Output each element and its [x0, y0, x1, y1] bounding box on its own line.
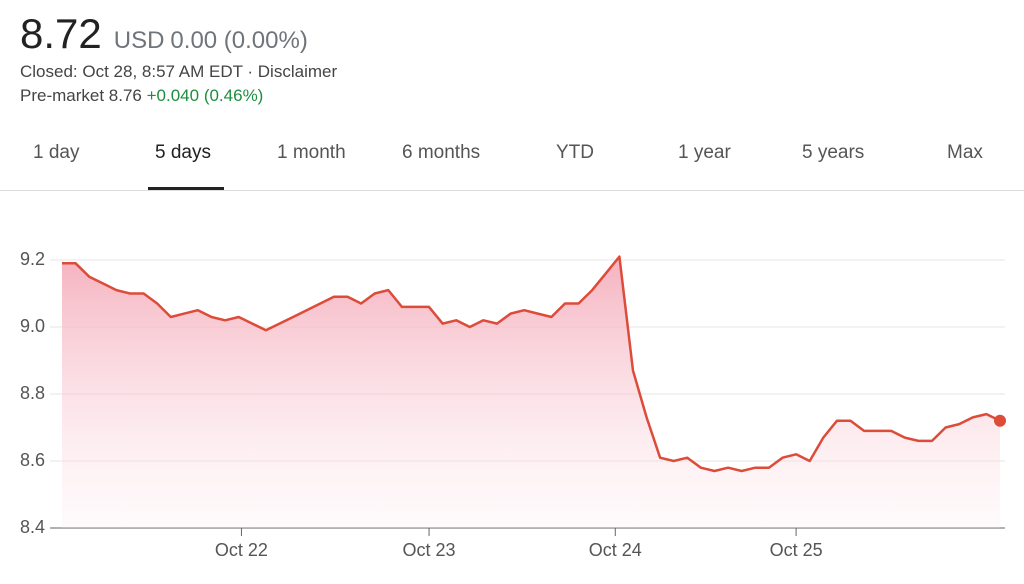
- area: [62, 256, 1000, 528]
- range-tab[interactable]: 1 month: [277, 142, 346, 163]
- y-tick-label: 8.8: [20, 383, 45, 403]
- change: 0.00 (0.00%): [170, 27, 308, 54]
- price-row: 8.72 USD 0.00 (0.00%): [20, 10, 337, 58]
- range-tab[interactable]: 6 months: [402, 142, 481, 163]
- price-line: [62, 255, 1001, 473]
- x-tick-label: Oct 22: [215, 540, 268, 560]
- y-tick-label: 9.0: [20, 316, 45, 336]
- premarket-label: Pre-market 8.76: [20, 86, 142, 105]
- tab-underline: [148, 187, 224, 190]
- range-tabs: 1 day 5 days 1 month 6 months YTD 1 year 5 yea…: [0, 130, 1024, 191]
- y-tick-label: 9.2: [20, 249, 45, 269]
- range-tab[interactable]: 1 day: [33, 142, 80, 163]
- range-tab[interactable]: Max: [947, 142, 983, 163]
- price: 8.72: [20, 10, 102, 57]
- range-tab[interactable]: 5 days: [155, 142, 211, 163]
- premarket: Pre-market 8.76 +0.040 (0.46%): [20, 86, 337, 106]
- range-tab[interactable]: 1 year: [678, 142, 731, 163]
- currency: USD: [113, 27, 165, 54]
- closed-info: Closed: Oct 28, 8:57 AM EDT · Disclaimer: [20, 62, 338, 81]
- range-tab[interactable]: YTD: [556, 142, 594, 163]
- last-point: [994, 414, 1006, 427]
- premarket-change: +0.040 (0.46%): [146, 86, 264, 105]
- quote-header: 8.72 USD 0.00 (0.00%) Closed: Oct 28, 8:…: [20, 10, 337, 106]
- x-tick-label: Oct 25: [770, 540, 823, 560]
- y-tick-label: 8.6: [20, 450, 45, 470]
- range-tab[interactable]: 5 years: [802, 142, 865, 163]
- y-tick-label: 8.4: [20, 517, 45, 537]
- x-tick-label: Oct 24: [589, 540, 642, 560]
- x-tick-label: Oct 23: [403, 540, 456, 560]
